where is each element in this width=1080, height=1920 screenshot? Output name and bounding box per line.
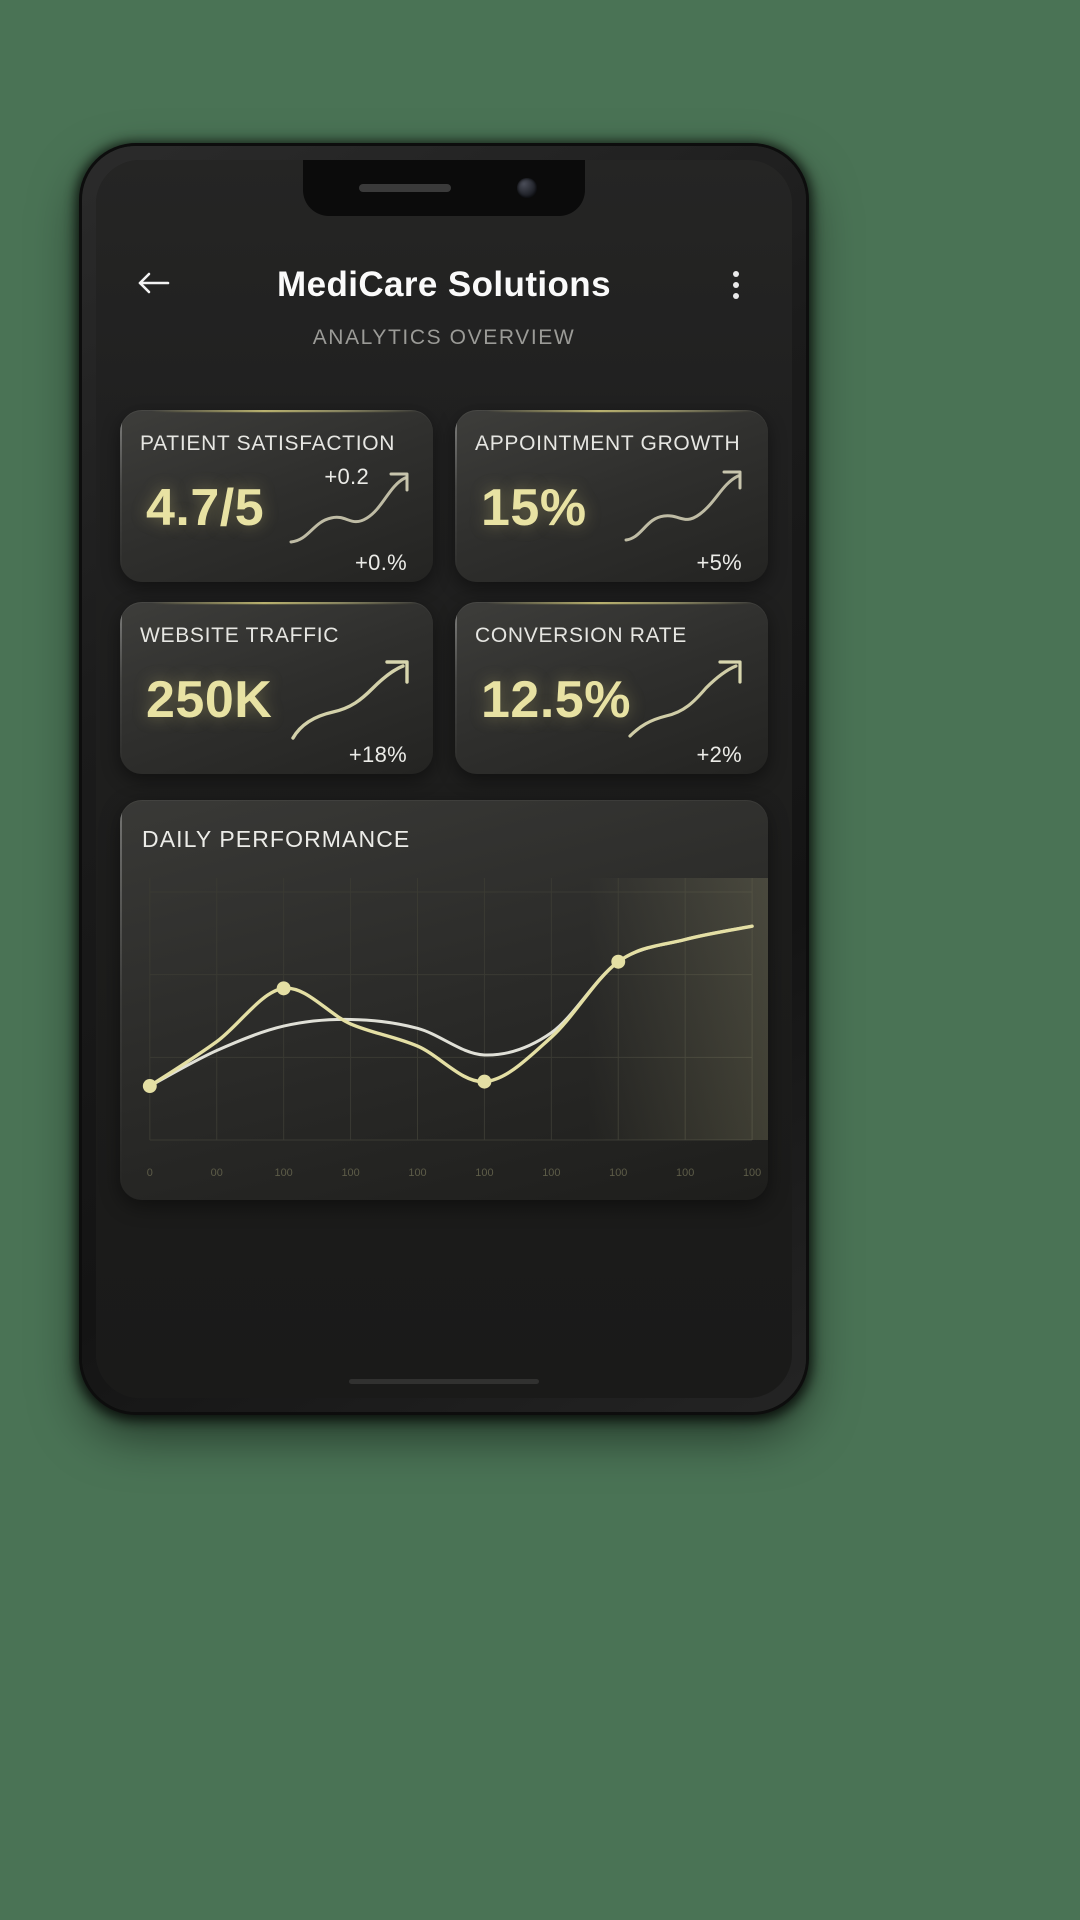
phone-screen: MediCare Solutions ANALYTICS OVERVIEW PA… — [96, 160, 792, 1398]
kpi-delta-primary: +0.2 — [324, 464, 369, 489]
chart-x-tick-label: 100 — [676, 1167, 694, 1179]
kebab-menu-icon-dot-1 — [733, 271, 739, 277]
kpi-label: APPOINTMENT GROWTH — [475, 432, 741, 455]
chart-x-tick-label: 100 — [609, 1167, 627, 1179]
kpi-body: 250K +18% — [140, 660, 413, 767]
kpi-card-website-traffic[interactable]: WEBSITE TRAFFIC 250K +18% — [120, 602, 433, 774]
daily-performance-chart-card[interactable]: DAILY PERFORMANCE — [120, 800, 768, 1200]
kpi-delta-secondary: +0.% — [355, 550, 407, 575]
phone-notch — [303, 160, 585, 216]
kpi-grid: PATIENT SATISFACTION 4.7/5 +0.2 +0.% — [96, 350, 792, 774]
kpi-value: 12.5% — [481, 671, 631, 729]
home-indicator — [349, 1379, 539, 1384]
arrow-left-icon — [136, 268, 170, 303]
kpi-card-appointment-growth[interactable]: APPOINTMENT GROWTH 15% +5% — [455, 410, 768, 582]
kpi-label: WEBSITE TRAFFIC — [140, 624, 340, 647]
kpi-delta-secondary: +5% — [696, 550, 742, 575]
app-header: MediCare Solutions — [96, 252, 792, 318]
chart-x-tick-label: 100 — [275, 1167, 293, 1179]
kpi-delta-secondary: +2% — [696, 742, 742, 767]
chart-x-tick-label: 100 — [743, 1167, 761, 1179]
kpi-card-conversion-rate[interactable]: CONVERSION RATE 12.5% +2% — [455, 602, 768, 774]
chart-x-tick-label: 100 — [408, 1167, 426, 1179]
trending-up-arrow-icon — [287, 658, 419, 742]
chart-data-point[interactable] — [276, 981, 291, 996]
kpi-body: 4.7/5 +0.2 +0.% — [140, 464, 413, 575]
chart-data-point-markers — [142, 954, 626, 1094]
kpi-delta-secondary: +18% — [348, 742, 407, 767]
chart-x-tick-label: 100 — [341, 1167, 359, 1179]
earpiece-speaker — [359, 184, 451, 192]
kebab-menu-icon-dot-2 — [733, 282, 739, 288]
trending-up-arrow-icon — [622, 466, 754, 550]
chart-x-tick-label: 100 — [542, 1167, 560, 1179]
kpi-value: 4.7/5 — [146, 479, 265, 537]
line-chart-svg: 0 00 100 100 100 100 100 100 100 100 — [142, 878, 768, 1179]
kpi-value: 15% — [481, 479, 587, 537]
kpi-body: 15% +5% — [475, 470, 748, 575]
chart-x-tick-label: 0 — [147, 1167, 153, 1179]
front-camera — [517, 178, 537, 198]
page-title: MediCare Solutions — [277, 265, 611, 304]
chart-title: DAILY PERFORMANCE — [142, 826, 411, 852]
back-button[interactable] — [130, 262, 176, 308]
kpi-card-patient-satisfaction[interactable]: PATIENT SATISFACTION 4.7/5 +0.2 +0.% — [120, 410, 433, 582]
chart-data-point[interactable] — [142, 1079, 157, 1094]
chart-x-tick-label: 00 — [211, 1167, 223, 1179]
chart-data-point[interactable] — [477, 1074, 492, 1089]
chart-plot: 0 00 100 100 100 100 100 100 100 100 — [120, 878, 768, 1200]
chart-data-point[interactable] — [611, 954, 626, 969]
trending-up-arrow-icon — [287, 466, 419, 550]
kebab-menu-icon-dot-3 — [733, 293, 739, 299]
page-subtitle: ANALYTICS OVERVIEW — [312, 326, 576, 349]
app-content: MediCare Solutions ANALYTICS OVERVIEW PA… — [96, 160, 792, 1398]
overflow-menu-button[interactable] — [714, 262, 758, 308]
kpi-body: 12.5% +2% — [475, 660, 748, 767]
kpi-label: PATIENT SATISFACTION — [140, 432, 396, 455]
kpi-label: CONVERSION RATE — [475, 624, 687, 647]
chart-x-axis-tick-labels: 0 00 100 100 100 100 100 100 100 100 — [147, 1167, 761, 1179]
chart-line-primary — [148, 924, 754, 1088]
chart-x-tick-label: 100 — [475, 1167, 493, 1179]
kpi-value: 250K — [146, 671, 273, 729]
trending-up-arrow-icon — [622, 658, 754, 742]
